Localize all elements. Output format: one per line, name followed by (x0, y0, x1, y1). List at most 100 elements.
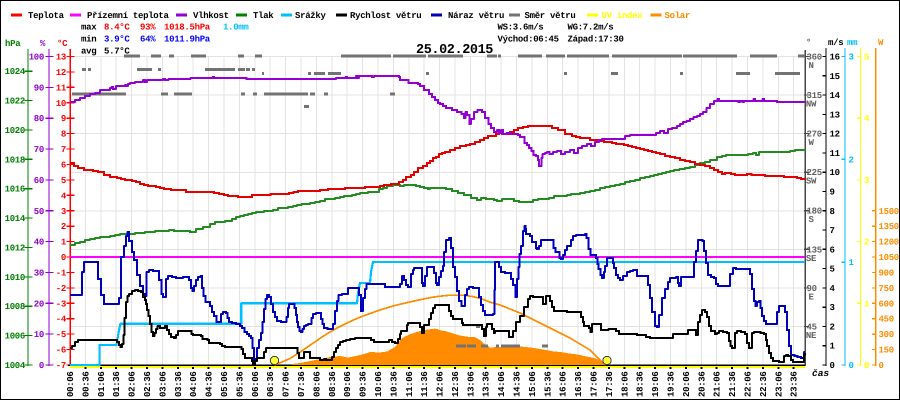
svg-text:10: 10 (34, 330, 44, 340)
svg-text:1: 1 (864, 299, 870, 309)
svg-text:45: 45 (807, 322, 817, 332)
svg-text:13:36: 13:36 (482, 371, 492, 397)
svg-text:Srážky: Srážky (295, 11, 327, 21)
svg-text:0: 0 (849, 361, 854, 371)
svg-text:20:36: 20:36 (697, 371, 707, 397)
svg-text:Přízemní teplota: Přízemní teplota (87, 11, 170, 21)
svg-text:04:36: 04:36 (205, 371, 215, 397)
svg-text:22:36: 22:36 (759, 371, 769, 397)
svg-text:8: 8 (61, 130, 66, 140)
svg-text:16:36: 16:36 (574, 371, 584, 397)
svg-text:21:06: 21:06 (713, 371, 723, 397)
svg-text:W: W (808, 138, 814, 148)
svg-text:2: 2 (864, 238, 869, 248)
svg-text:19:06: 19:06 (651, 371, 661, 397)
svg-text:12: 12 (830, 130, 840, 140)
svg-text:1020: 1020 (5, 126, 25, 136)
svg-text:Západ:17:30: Západ:17:30 (568, 35, 624, 45)
svg-text:1011.9hPa: 1011.9hPa (164, 35, 211, 45)
svg-text:315: 315 (807, 91, 822, 101)
svg-text:225: 225 (807, 168, 822, 178)
svg-text:1006: 1006 (5, 332, 25, 342)
svg-text:04:06: 04:06 (189, 371, 199, 397)
svg-text:14: 14 (830, 91, 841, 101)
svg-text:450: 450 (879, 315, 894, 325)
svg-text:05:36: 05:36 (235, 371, 245, 397)
svg-text:4: 4 (61, 191, 67, 201)
svg-text:mm: mm (847, 38, 858, 48)
svg-text:2: 2 (849, 155, 854, 165)
svg-text:S: S (808, 215, 814, 225)
svg-text:N: N (808, 61, 813, 71)
svg-text:-1: -1 (56, 268, 67, 278)
svg-text:čas: čas (812, 368, 829, 379)
svg-text:hPa: hPa (5, 39, 21, 49)
svg-text:9: 9 (830, 188, 835, 198)
svg-text:100: 100 (29, 53, 44, 63)
svg-text:10: 10 (830, 168, 840, 178)
svg-text:0: 0 (830, 361, 835, 371)
svg-text:21:36: 21:36 (728, 371, 738, 397)
svg-text:Rychlost větru: Rychlost větru (350, 11, 421, 21)
svg-text:00:36: 00:36 (81, 371, 91, 397)
svg-text:09:06: 09:06 (343, 371, 353, 397)
svg-text:SE: SE (806, 254, 817, 264)
svg-text:60: 60 (34, 176, 44, 186)
svg-text:06:06: 06:06 (251, 371, 261, 397)
svg-text:300: 300 (879, 330, 894, 340)
svg-text:150: 150 (879, 346, 894, 356)
svg-text:900: 900 (879, 269, 894, 279)
svg-text:0: 0 (864, 361, 869, 371)
svg-text:25.02.2015: 25.02.2015 (416, 43, 493, 58)
svg-text:1: 1 (61, 238, 67, 248)
svg-text:Tlak: Tlak (253, 11, 274, 21)
svg-text:NW: NW (806, 100, 817, 110)
svg-text:-3: -3 (56, 299, 66, 309)
svg-text:°: ° (806, 38, 811, 48)
svg-text:-5: -5 (56, 330, 66, 340)
svg-text:5: 5 (864, 53, 869, 63)
svg-text:6: 6 (61, 161, 66, 171)
svg-text:13:06: 13:06 (466, 371, 476, 397)
svg-text:1200: 1200 (879, 238, 899, 248)
svg-text:11: 11 (56, 83, 67, 93)
svg-text:0: 0 (39, 361, 44, 371)
svg-text:Náraz větru: Náraz větru (448, 11, 504, 21)
svg-text:Východ:06:45: Východ:06:45 (498, 35, 559, 45)
svg-text:10:36: 10:36 (389, 371, 399, 397)
svg-text:Solar: Solar (665, 11, 691, 21)
svg-text:16: 16 (830, 53, 840, 63)
svg-text:5: 5 (830, 265, 835, 275)
svg-text:80: 80 (34, 114, 44, 124)
svg-text:05:06: 05:06 (220, 371, 230, 397)
svg-text:70: 70 (34, 145, 44, 155)
svg-text:360: 360 (807, 53, 822, 63)
svg-text:4: 4 (830, 284, 836, 294)
svg-text:3: 3 (864, 176, 869, 186)
svg-text:Teplota: Teplota (28, 11, 65, 21)
svg-text:UV index: UV index (602, 11, 644, 21)
svg-text:min: min (81, 35, 96, 45)
svg-text:Vlhkost: Vlhkost (193, 11, 229, 21)
svg-text:50: 50 (34, 207, 44, 217)
svg-text:02:06: 02:06 (128, 371, 138, 397)
svg-text:avg: avg (81, 47, 96, 57)
svg-text:NE: NE (806, 331, 817, 341)
svg-text:11:36: 11:36 (420, 371, 430, 397)
svg-text:-4: -4 (56, 315, 67, 325)
svg-text:600: 600 (879, 299, 894, 309)
svg-text:01:36: 01:36 (112, 371, 122, 397)
svg-text:max: max (81, 23, 97, 33)
svg-text:20:06: 20:06 (682, 371, 692, 397)
svg-text:15:06: 15:06 (528, 371, 538, 397)
svg-text:8: 8 (830, 207, 835, 217)
svg-text:8.4°C: 8.4°C (104, 23, 130, 33)
svg-text:1: 1 (830, 342, 836, 352)
svg-text:180: 180 (807, 207, 822, 217)
svg-text:1024: 1024 (5, 67, 26, 77)
svg-text:14:06: 14:06 (497, 371, 507, 397)
svg-text:3.9°C: 3.9°C (104, 35, 130, 45)
svg-text:20: 20 (34, 299, 44, 309)
svg-text:13: 13 (830, 110, 840, 120)
svg-text:13: 13 (56, 53, 66, 63)
